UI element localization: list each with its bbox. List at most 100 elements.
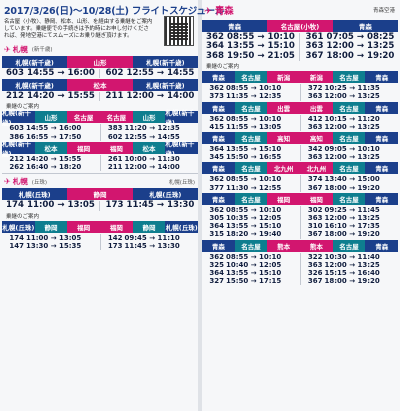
connection-flight: 327 15:50 → 17:15 bbox=[209, 277, 282, 286]
connection-rows: 174 11:00 → 13:05 147 13:30 → 15:35 142 09:… bbox=[2, 233, 198, 251]
route-cell: 青森 bbox=[365, 132, 399, 145]
route-cell: 出雲 bbox=[300, 101, 333, 114]
route-cell: 名古屋 bbox=[332, 239, 366, 252]
connection-flight: 364 13:55 → 15:10 bbox=[209, 145, 282, 154]
connection-flight: 363 12:00 → 13:25 bbox=[307, 260, 380, 269]
connection-flight: 345 15:50 → 16:55 bbox=[209, 153, 282, 162]
flight-row: 364 13:55 → 15:10 363 12:00 → 13:25 bbox=[202, 41, 398, 52]
route-header-yamagata: 札幌(新千歳) 山形 札幌(新千歳) bbox=[2, 55, 198, 68]
connection-flight: 362 08:55 → 10:10 bbox=[209, 252, 282, 261]
route-cell: 名古屋 bbox=[234, 192, 268, 205]
conn-header-nagoya: 札幌(新千歳) 山形 名古屋 名古屋 山形 札幌(新千歳) bbox=[2, 109, 199, 127]
route-cell: 青森 bbox=[202, 192, 235, 205]
route-cell: 名古屋 bbox=[234, 162, 268, 175]
route-cell: 高知 bbox=[300, 132, 333, 145]
connection-flight: 374 13:40 → 15:00 bbox=[307, 175, 380, 184]
connection-flight: 322 10:30 → 11:40 bbox=[307, 252, 380, 261]
conn-header-fukuoka-okadama: 札幌(丘珠) 静岡 福岡 福岡 静岡 札幌(丘珠) bbox=[2, 220, 199, 233]
connection-rows: 362 08:55 → 10:10 373 11:35 → 12:35 372 10:25… bbox=[202, 84, 398, 101]
route-header-nagoya: 青森 名古屋(小牧) 青森 bbox=[202, 20, 398, 32]
return-label: 札幌(新千歳) bbox=[132, 55, 198, 68]
connection-flight: 342 09:05 → 10:10 bbox=[307, 145, 380, 154]
route-cell: 出雲 bbox=[267, 101, 301, 114]
connection-rows: 362 08:55 → 10:10 325 10:40 → 12:05 364 13:55… bbox=[202, 252, 398, 286]
connection-flight: 315 18:20 → 19:40 bbox=[209, 230, 282, 239]
right-column: ✈ 青森 青森空港 青森 名古屋(小牧) 青森 362 08:55 → 10:10… bbox=[202, 0, 399, 286]
aomori-connections: 青森 名古屋 新潟 新潟 名古屋 青森 362 08:55 → 10:10 373 11:35 →… bbox=[202, 71, 399, 286]
route-cell: 青森 bbox=[365, 192, 399, 205]
route-header-matsumoto: 札幌(新千歳) 松本 札幌(新千歳) bbox=[2, 79, 198, 92]
flight-row: 362 08:55 → 10:10 361 07:05 → 08:25 bbox=[202, 32, 398, 43]
flight-row: 603 14:55 → 16:00 602 12:55 → 14:55 bbox=[2, 68, 198, 79]
connection-flight: 302 09:25 → 11:45 bbox=[307, 205, 380, 214]
plane-icon: ✈ bbox=[4, 177, 11, 187]
route-cell: 北九州 bbox=[267, 162, 301, 175]
connection-flight: 364 13:55 → 15:10 bbox=[209, 269, 282, 278]
route-header-shizuoka: 札幌(丘珠) 静岡 札幌(丘珠) bbox=[2, 188, 198, 201]
flight-row: 368 19:50 → 21:05 367 18:00 → 19:20 bbox=[202, 51, 398, 62]
route-cell: 名古屋 bbox=[332, 71, 366, 84]
route-cell: 青森 bbox=[202, 101, 235, 114]
connection-rows: 212 14:20 → 15:55 262 16:40 → 18:20 261 10:… bbox=[2, 154, 198, 172]
route-cell: 青森 bbox=[202, 239, 235, 252]
route-cell: 青森 bbox=[202, 132, 235, 145]
plane-icon: ✈ bbox=[4, 44, 11, 54]
city-heading-aomori: ✈ 青森 青森空港 bbox=[204, 6, 395, 17]
conn-header: 青森 名古屋 北九州 北九州 名古屋 青森 bbox=[202, 162, 399, 175]
route-cell: 名古屋 bbox=[332, 132, 366, 145]
connection-flight: 373 11:35 → 12:35 bbox=[209, 92, 282, 101]
connection-rows: 362 08:55 → 10:10 305 10:35 → 12:05 364 13:55… bbox=[202, 205, 398, 239]
connection-flight: 367 18:00 → 19:20 bbox=[307, 183, 380, 192]
page-title: 2017/3/26(日)〜10/28(土) フライトスケジュール bbox=[4, 6, 225, 17]
connection-note: 乗継のご案内 bbox=[6, 104, 40, 111]
route-cell: 青森 bbox=[365, 71, 399, 84]
connection-flight: 310 16:10 → 17:35 bbox=[307, 222, 380, 231]
connection-flight: 325 10:40 → 12:05 bbox=[209, 260, 282, 269]
connection-flight: 362 08:55 → 10:10 bbox=[209, 175, 282, 184]
route-cell: 名古屋 bbox=[234, 71, 268, 84]
intro-text: 名古屋〈小牧〉、静岡、松本、山形、を経由する乗継をご案内しています。乗継便での手… bbox=[4, 19, 153, 40]
route-cell: 名古屋 bbox=[234, 239, 268, 252]
conn-header: 青森 名古屋 出雲 出雲 名古屋 青森 bbox=[202, 101, 399, 114]
conn-header-fukuoka: 札幌(新千歳) 松本 福岡 福岡 松本 札幌(新千歳) bbox=[2, 140, 199, 158]
route-cell: 青森 bbox=[202, 71, 235, 84]
conn-header: 青森 名古屋 福岡 福岡 名古屋 青森 bbox=[202, 192, 399, 205]
column-divider bbox=[198, 0, 202, 411]
connection-flight: 363 12:00 → 13:25 bbox=[307, 122, 380, 131]
route-cell: 熊本 bbox=[267, 239, 301, 252]
route-cell: 青森 bbox=[365, 162, 399, 175]
connection-flight: 326 15:15 → 16:40 bbox=[307, 269, 380, 278]
connection-flight: 367 18:00 → 19:20 bbox=[307, 277, 380, 286]
origin-label: 札幌(新千歳) bbox=[2, 55, 68, 68]
left-column: 2017/3/26(日)〜10/28(土) フライトスケジュール 名古屋〈小牧〉… bbox=[2, 0, 225, 251]
connection-flight: 362 08:55 → 10:10 bbox=[209, 84, 282, 93]
route-cell: 新潟 bbox=[300, 71, 333, 84]
connection-rows: 362 08:55 → 10:10 377 11:30 → 12:55 374 13:40… bbox=[202, 175, 398, 192]
flight-row: 174 11:00 → 13:05 173 11:45 → 13:30 bbox=[2, 200, 198, 211]
route-cell: 福岡 bbox=[267, 192, 301, 205]
connection-flight: 367 18:00 → 19:20 bbox=[307, 230, 380, 239]
route-cell: 名古屋 bbox=[332, 192, 366, 205]
city-heading-sapporo-okadama: ✈ 札幌 (丘珠) 札幌(丘珠) bbox=[4, 177, 195, 187]
connection-rows: 362 08:55 → 10:10 415 11:55 → 13:05 412 10:15… bbox=[202, 114, 398, 132]
route-cell: 新潟 bbox=[267, 71, 301, 84]
qr-code-icon[interactable] bbox=[164, 16, 194, 46]
conn-header: 青森 名古屋 高知 高知 名古屋 青森 bbox=[202, 132, 399, 145]
route-cell: 青森 bbox=[202, 162, 235, 175]
conn-header: 青森 名古屋 熊本 熊本 名古屋 青森 bbox=[202, 239, 399, 252]
connection-note: 乗継のご案内 bbox=[6, 213, 40, 220]
connection-flight: 363 12:00 → 13:25 bbox=[307, 153, 380, 162]
destination-label: 山形 bbox=[67, 55, 133, 68]
connection-flight: 363 12:00 → 13:25 bbox=[307, 92, 380, 101]
city-heading-sapporo: ✈ 札幌 (新千歳) bbox=[4, 44, 53, 54]
connection-flight: 364 13:55 → 15:10 bbox=[209, 222, 282, 231]
route-cell: 熊本 bbox=[300, 239, 333, 252]
connection-flight: 362 08:55 → 10:10 bbox=[209, 205, 282, 214]
plane-icon: ✈ bbox=[204, 6, 212, 17]
connection-flight: 305 10:35 → 12:05 bbox=[209, 214, 282, 223]
connection-flight: 412 10:15 → 11:20 bbox=[307, 114, 380, 123]
connection-flight: 372 10:25 → 11:35 bbox=[307, 84, 380, 93]
route-cell: 福岡 bbox=[300, 192, 333, 205]
connection-rows: 364 13:55 → 15:10 345 15:50 → 16:55 342 09:05… bbox=[202, 145, 398, 162]
